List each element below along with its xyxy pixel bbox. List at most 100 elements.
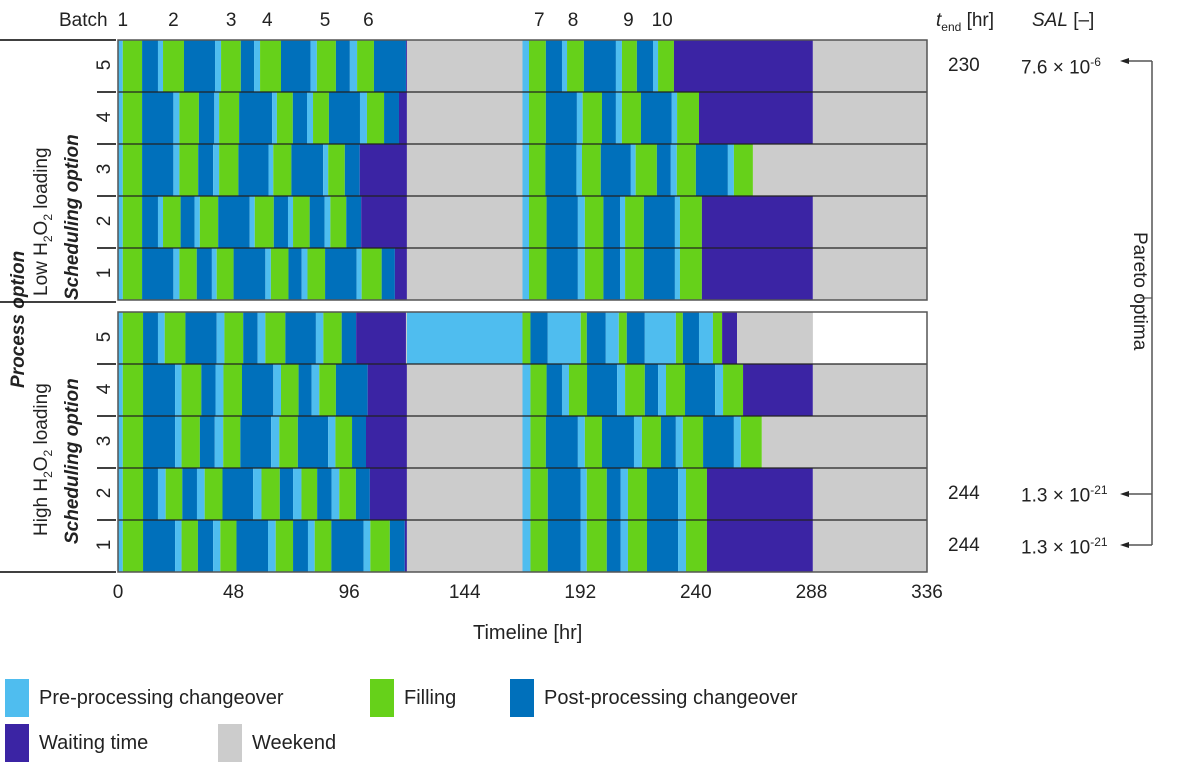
- segment-pre-processing-changeover: [406, 312, 523, 364]
- legend-swatch: [370, 679, 394, 717]
- segment-post-processing-changeover: [309, 196, 325, 248]
- sal-exponent: -6: [1090, 55, 1101, 69]
- segment-post-processing-changeover: [292, 92, 308, 144]
- segment-post-processing-changeover: [291, 144, 324, 196]
- legend-label: Filling: [404, 686, 457, 709]
- segment-post-processing-changeover: [643, 248, 675, 300]
- x-tick-label: 240: [679, 582, 712, 603]
- t-end-symbol: t: [936, 10, 942, 31]
- t-end-value: 230: [948, 55, 980, 76]
- segment-post-processing-changeover: [198, 144, 214, 196]
- segment-filling: [122, 248, 143, 300]
- segment-post-processing-changeover: [241, 364, 274, 416]
- segment-post-processing-changeover: [530, 312, 548, 364]
- segment-pre-processing-changeover: [620, 520, 628, 572]
- segment-pre-processing-changeover: [196, 468, 205, 520]
- batch-label: 4: [261, 10, 273, 31]
- segment-waiting-time: [698, 92, 813, 144]
- segment-filling: [682, 416, 704, 468]
- segment-post-processing-changeover: [201, 364, 216, 416]
- segment-pre-processing-changeover: [118, 468, 123, 520]
- segment-pre-processing-changeover: [671, 92, 678, 144]
- segment-filling: [366, 92, 385, 144]
- segment-filling: [163, 40, 184, 92]
- legend-label: Weekend: [252, 731, 337, 754]
- sal-exponent: -21: [1090, 483, 1108, 497]
- segment-pre-processing-changeover: [363, 520, 371, 572]
- segment-filling: [529, 40, 546, 92]
- segment-filling: [261, 468, 280, 520]
- segment-filling: [122, 92, 143, 144]
- segment-pre-processing-changeover: [678, 468, 686, 520]
- segment-pre-processing-changeover: [331, 468, 340, 520]
- segment-pre-processing-changeover: [265, 248, 271, 300]
- segment-pre-processing-changeover: [615, 92, 622, 144]
- segment-filling: [584, 196, 604, 248]
- batch-label: 10: [651, 10, 673, 31]
- segment-post-processing-changeover: [603, 248, 621, 300]
- segment-filling: [530, 468, 548, 520]
- segment-pre-processing-changeover: [620, 468, 628, 520]
- segment-filling: [204, 468, 223, 520]
- panel-frame: [117, 311, 928, 573]
- segment-post-processing-changeover: [240, 40, 255, 92]
- times-ten: × 10: [1052, 57, 1091, 79]
- segment-pre-processing-changeover: [215, 40, 222, 92]
- segment-filling: [580, 312, 587, 364]
- segment-weekend: [405, 312, 407, 364]
- segment-filling: [621, 92, 641, 144]
- segment-pre-processing-changeover: [674, 196, 680, 248]
- segment-waiting-time: [673, 40, 813, 92]
- x-tick-label: 96: [338, 582, 360, 603]
- segment-filling: [582, 92, 602, 144]
- segment-pre-processing-changeover: [324, 196, 331, 248]
- segment-filling: [679, 196, 702, 248]
- segment-post-processing-changeover: [640, 92, 672, 144]
- segment-filling: [254, 196, 274, 248]
- segment-filling: [122, 364, 144, 416]
- segment-pre-processing-changeover: [175, 416, 182, 468]
- segment-weekend: [406, 40, 523, 92]
- segment-pre-processing-changeover: [577, 416, 585, 468]
- segment-post-processing-changeover: [243, 312, 258, 364]
- segment-post-processing-changeover: [600, 144, 631, 196]
- segment-filling: [122, 196, 143, 248]
- segment-waiting-time: [706, 468, 813, 520]
- t-end-header: tend [hr]: [936, 10, 994, 34]
- segment-waiting-time: [706, 520, 813, 572]
- pareto-arrowhead-icon: [1120, 491, 1129, 497]
- segment-post-processing-changeover: [545, 416, 578, 468]
- segment-post-processing-changeover: [685, 364, 716, 416]
- segment-pre-processing-changeover: [678, 520, 686, 572]
- segment-pre-processing-changeover: [215, 364, 224, 416]
- segment-weekend: [406, 364, 523, 416]
- segment-pre-processing-changeover: [605, 312, 619, 364]
- segment-filling: [276, 92, 293, 144]
- segment-filling: [529, 196, 547, 248]
- segment-filling: [733, 144, 753, 196]
- segment-post-processing-changeover: [626, 312, 645, 364]
- legend-label: Waiting time: [39, 731, 149, 754]
- segment-filling: [581, 144, 601, 196]
- segment-waiting-time: [701, 196, 813, 248]
- segment-post-processing-changeover: [325, 248, 357, 300]
- pareto-arrowhead-icon: [1120, 58, 1129, 64]
- segment-filling: [319, 364, 336, 416]
- segment-filling: [677, 92, 699, 144]
- segment-pre-processing-changeover: [249, 196, 255, 248]
- segment-post-processing-changeover: [288, 248, 302, 300]
- segment-pre-processing-changeover: [157, 312, 165, 364]
- segment-post-processing-changeover: [636, 40, 653, 92]
- segment-pre-processing-changeover: [311, 364, 320, 416]
- segment-filling: [676, 144, 696, 196]
- segment-pre-processing-changeover: [522, 520, 531, 572]
- t-end-value: 244: [948, 483, 980, 504]
- segment-pre-processing-changeover: [522, 196, 530, 248]
- segment-post-processing-changeover: [143, 364, 176, 416]
- segment-pre-processing-changeover: [175, 520, 182, 572]
- segment-post-processing-changeover: [545, 40, 562, 92]
- segment-post-processing-changeover: [346, 196, 362, 248]
- segment-post-processing-changeover: [197, 520, 214, 572]
- segment-pre-processing-changeover: [157, 468, 166, 520]
- x-tick-label: 144: [448, 582, 481, 603]
